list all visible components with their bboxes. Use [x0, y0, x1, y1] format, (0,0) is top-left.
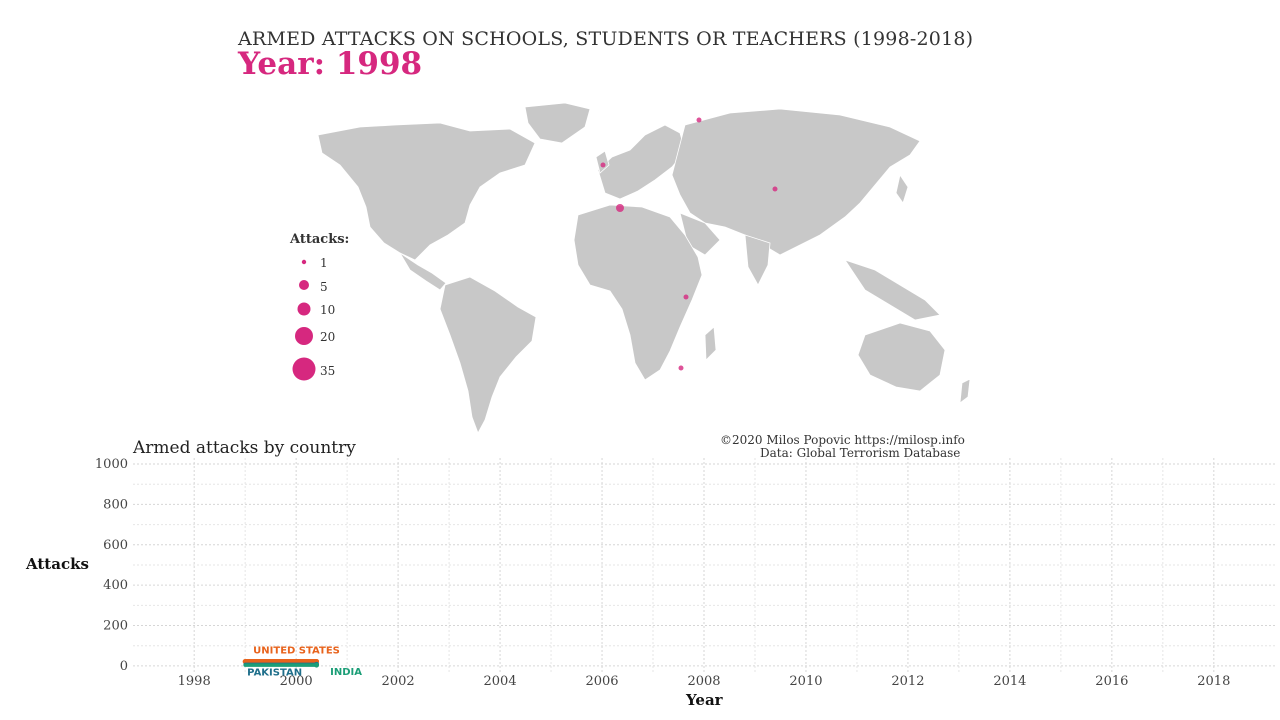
- attack-points: [600, 117, 778, 371]
- x-tick-label: 2018: [1197, 674, 1230, 689]
- x-tick-label: 2006: [585, 674, 618, 689]
- credit-source: Data: Global Terrorism Database: [760, 446, 961, 460]
- land-masses: [317, 102, 971, 434]
- attack-point: [772, 186, 778, 192]
- credit-author: ©2020 Milos Popovic https://milosp.info: [720, 433, 965, 447]
- y-tick-label: 1000: [95, 457, 128, 472]
- line-chart: 1998 2000 2002 2004 2006 2008 2010 2012 2014 2016…: [95, 457, 1275, 689]
- legend-circle-1: [301, 259, 307, 265]
- x-tick-label: 2000: [280, 674, 313, 689]
- legend-circle-5: [299, 280, 309, 290]
- series-label: INDIA: [330, 667, 362, 678]
- x-tick-label: 2012: [891, 674, 924, 689]
- new-zealand: [959, 378, 971, 404]
- x-axis-title: Year: [686, 691, 723, 709]
- line-chart-title: Armed attacks by country: [133, 438, 356, 458]
- legend-label-35: 35: [320, 364, 336, 378]
- world-map: [317, 102, 971, 434]
- japan: [895, 173, 909, 204]
- europe: [597, 124, 686, 200]
- x-tick-label: 1998: [178, 674, 211, 689]
- y-axis-title: Attacks: [26, 555, 89, 573]
- x-tick-label: 2008: [687, 674, 720, 689]
- series-end-point: [314, 662, 320, 668]
- legend-circles: [292, 259, 316, 381]
- africa: [573, 204, 703, 381]
- greenland: [524, 102, 591, 144]
- y-tick-label: 0: [120, 659, 128, 674]
- india: [744, 234, 771, 286]
- series-label: UNITED STATES: [253, 645, 340, 656]
- legend-circle-35: [292, 357, 316, 381]
- x-tick-label: 2016: [1095, 674, 1128, 689]
- chart-title: ARMED ATTACKS ON SCHOOLS, STUDENTS OR TE…: [238, 28, 974, 50]
- x-tick-label: 2014: [993, 674, 1026, 689]
- legend-label-1: 1: [320, 256, 328, 270]
- asia: [671, 108, 921, 256]
- x-tick-label: 2004: [484, 674, 517, 689]
- north-america: [317, 122, 536, 261]
- y-tick-label: 200: [103, 619, 128, 634]
- legend-circle-20: [295, 327, 313, 345]
- series-label: PAKISTAN: [247, 667, 302, 678]
- uk: [595, 150, 610, 174]
- south-america: [439, 276, 537, 434]
- legend-label-5: 5: [320, 280, 328, 294]
- legend-label-10: 10: [320, 303, 336, 317]
- southeast-asia: [844, 259, 941, 321]
- x-tick-label: 2002: [382, 674, 415, 689]
- legend-circle-10: [297, 302, 311, 316]
- madagascar: [704, 326, 717, 361]
- year-label: Year: 1998: [238, 46, 423, 82]
- legend-label-20: 20: [320, 330, 336, 344]
- attack-point: [678, 365, 684, 371]
- attack-point: [600, 162, 606, 168]
- attack-point: [696, 117, 702, 123]
- legend-title: Attacks:: [290, 232, 350, 247]
- x-tick-label: 2010: [789, 674, 822, 689]
- y-tick-label: 600: [103, 538, 128, 553]
- australia: [857, 322, 946, 392]
- central-america: [399, 252, 447, 291]
- y-tick-label: 800: [103, 497, 128, 512]
- attack-point: [616, 204, 624, 212]
- y-tick-label: 400: [103, 578, 128, 593]
- attack-point: [683, 294, 689, 300]
